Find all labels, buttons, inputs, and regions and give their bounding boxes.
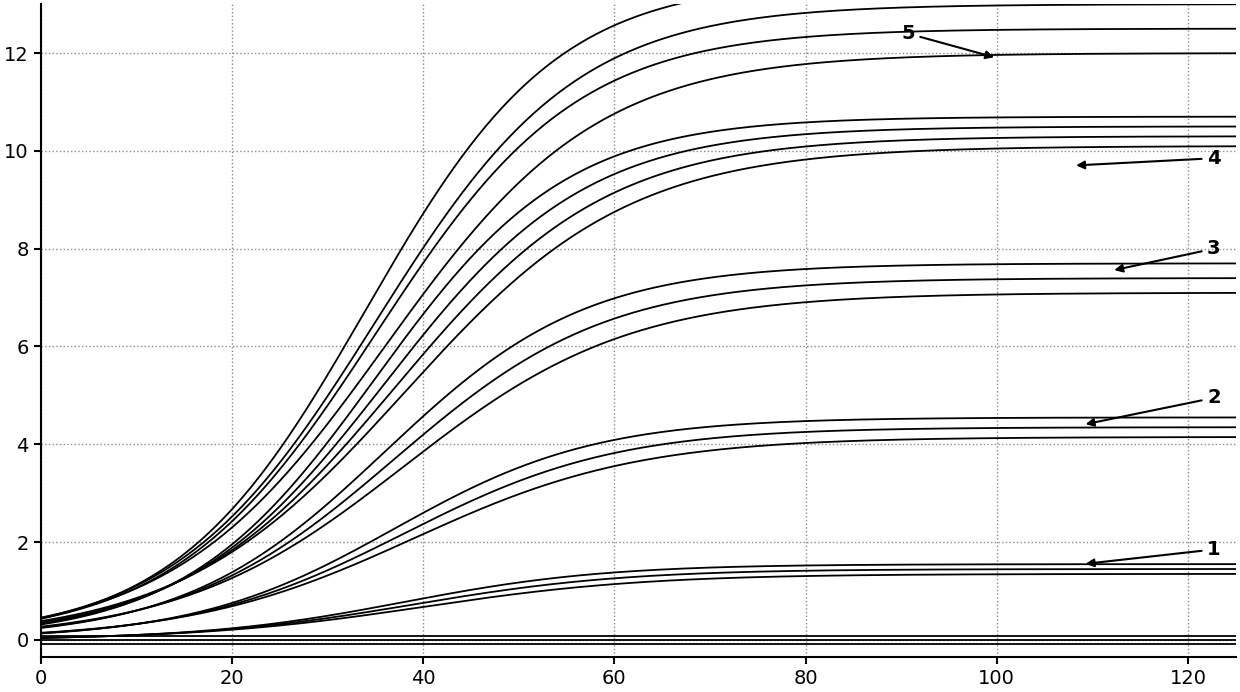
Text: 1: 1: [1087, 540, 1220, 566]
Text: 5: 5: [901, 24, 992, 58]
Text: 4: 4: [1079, 149, 1220, 168]
Text: 2: 2: [1087, 388, 1220, 426]
Text: 3: 3: [1116, 239, 1220, 271]
